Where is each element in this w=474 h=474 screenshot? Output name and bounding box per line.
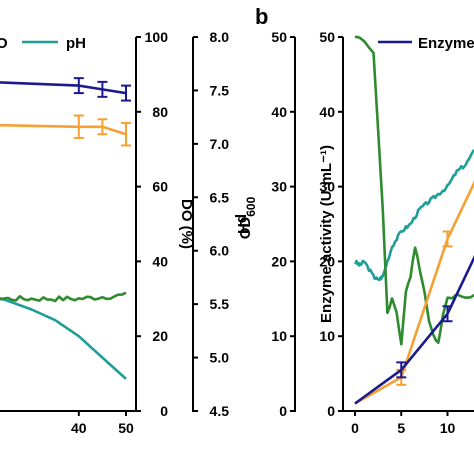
right-x-tick-label: 5 <box>397 420 405 436</box>
left-x-tick-label: 50 <box>118 420 134 436</box>
green-series-line <box>354 35 474 346</box>
panel-left: 40 50 0 20 40 60 80 100 DO (%) 4.5 5.0 5.5 6.0 6.5 7.0… <box>0 29 251 436</box>
left-x-tick-label: 40 <box>71 420 87 436</box>
do-tick-label: 0 <box>160 403 168 419</box>
do-green-series-line <box>0 291 127 303</box>
do-tick-label: 60 <box>152 179 168 195</box>
right-x-tick-label: 0 <box>351 420 359 436</box>
legend-do-label: O <box>0 35 8 52</box>
od-tick-label: 40 <box>271 104 287 120</box>
do-tick-label: 40 <box>152 253 168 269</box>
ph-tick-label: 5.0 <box>210 350 230 366</box>
legend-enzyme-label: Enzyme <box>418 35 474 52</box>
do-tick-label: 80 <box>152 104 168 120</box>
ph-tick-label: 5.5 <box>210 296 230 312</box>
do-tick-label: 20 <box>152 328 168 344</box>
od-axis-label-subscript: 600 <box>244 196 258 216</box>
enzyme-axis-label: Enzyme activity (U·mL⁻¹) <box>318 145 335 323</box>
od-tick-label: 30 <box>271 179 287 195</box>
ph-tick-label: 6.0 <box>210 243 230 259</box>
od-tick-label: 10 <box>271 328 287 344</box>
right-x-tick-label: 10 <box>440 420 456 436</box>
enzyme-tick-label: 50 <box>319 29 335 45</box>
enzyme-tick-label: 40 <box>319 104 335 120</box>
od-axis-label-base: OD <box>237 217 254 240</box>
od-teal-series-line <box>353 149 474 282</box>
od-tick-label: 50 <box>271 29 287 45</box>
od-tick-label: 0 <box>279 403 287 419</box>
enzyme-tick-label: 10 <box>319 328 335 344</box>
ph-tick-label: 6.5 <box>210 189 230 205</box>
enzyme-tick-label: 30 <box>319 179 335 195</box>
enzyme-series-line <box>354 255 474 405</box>
od-tick-label: 20 <box>271 253 287 269</box>
ph-axis-label: pH <box>234 214 251 234</box>
do-axis-label: DO (%) <box>178 199 195 249</box>
enzyme-tick-label: 20 <box>319 253 335 269</box>
panel-label-b: b <box>255 4 268 29</box>
enzyme-tick-label: 0 <box>327 403 335 419</box>
ph-tick-label: 8.0 <box>210 29 230 45</box>
ph-tick-label: 4.5 <box>210 403 230 419</box>
legend-ph-label: pH <box>66 35 86 52</box>
orange-series-line <box>354 180 474 405</box>
od-axis-label: OD600 <box>237 196 258 239</box>
navy-series-line <box>0 81 127 95</box>
ph-series-line <box>0 297 127 380</box>
orange-series-line <box>0 123 127 136</box>
ph-tick-label: 7.5 <box>210 82 230 98</box>
ph-tick-label: 7.0 <box>210 136 230 152</box>
do-tick-label: 100 <box>145 29 169 45</box>
